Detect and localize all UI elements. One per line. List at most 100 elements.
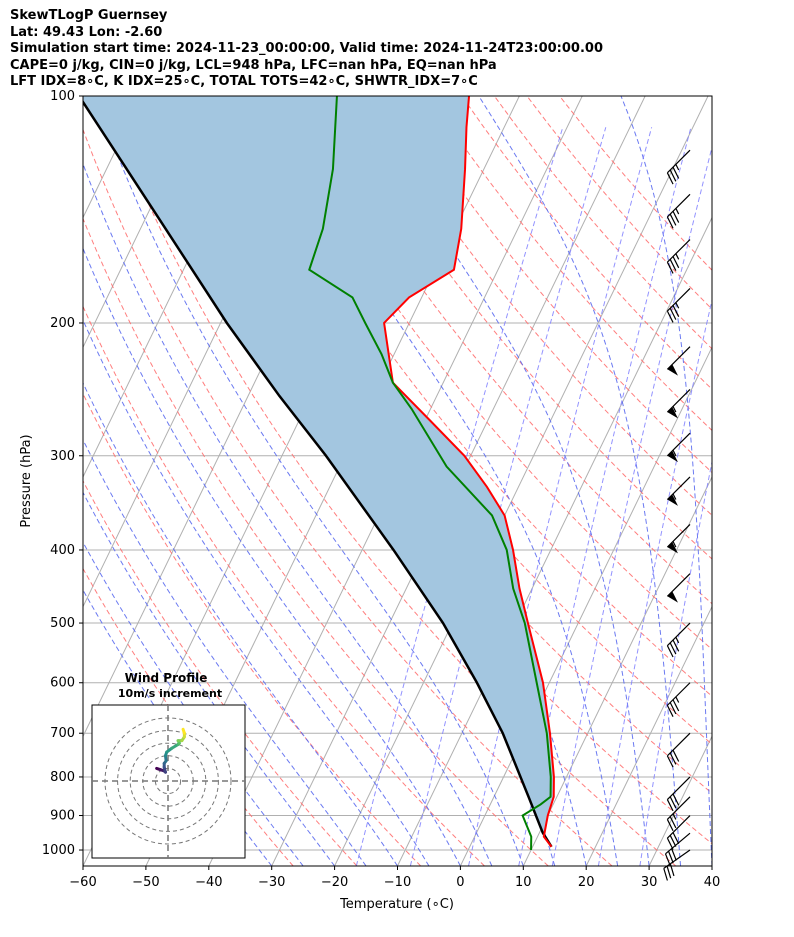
barb-full: [669, 702, 677, 715]
y-tick-label: 600: [50, 676, 75, 691]
hodograph-rings: [92, 705, 245, 858]
wind-barb: [666, 573, 691, 603]
dry-adiabat: [265, 96, 712, 651]
barb-full: [669, 642, 677, 655]
barb-full: [666, 799, 674, 812]
wind-barb: [666, 732, 691, 768]
barb-half: [672, 813, 677, 820]
x-tick-label: −20: [321, 875, 348, 890]
y-tick-label: 400: [50, 543, 75, 558]
dewpoint-profile-line: [308, 96, 552, 851]
y-tick-label: 800: [50, 770, 75, 785]
barb-full: [666, 705, 674, 717]
x-tick-label: −50: [132, 875, 159, 890]
mixing-ratio-line: [409, 127, 607, 866]
barb-full: [669, 835, 677, 847]
isotherm: [711, 864, 712, 866]
barb-full: [669, 169, 677, 182]
barb-full: [672, 305, 680, 318]
barb-full: [672, 699, 680, 712]
isotherm: [83, 96, 206, 349]
wind-barbs: [663, 149, 691, 881]
dry-adiabat: [331, 96, 712, 560]
barb-staff: [666, 796, 691, 820]
barb-full: [672, 166, 680, 179]
barb-full: [666, 819, 674, 832]
dry-adiabat: [526, 96, 712, 310]
barb-full: [672, 639, 680, 652]
barb-staff: [666, 732, 691, 757]
barb-full: [666, 755, 674, 768]
barb-staff: [666, 622, 691, 647]
x-tick-label: 40: [704, 875, 721, 890]
wind-barb: [666, 193, 691, 229]
barb-staff: [666, 682, 691, 706]
barb-half: [675, 164, 680, 171]
x-tick-label: −30: [258, 875, 285, 890]
y-axis-label: Pressure (hPa): [19, 434, 34, 527]
mixing-ratio-line: [518, 127, 692, 866]
barb-full: [664, 853, 671, 866]
barb-full: [672, 749, 680, 762]
barb-staff: [666, 524, 691, 548]
barb-flag: [667, 542, 678, 554]
barb-half: [672, 493, 677, 500]
wind-barb: [666, 796, 691, 832]
barb-full: [672, 210, 680, 223]
barb-flag: [667, 494, 678, 506]
barb-full: [666, 310, 674, 323]
moist-adiabat: [83, 247, 461, 866]
wind-barb: [664, 832, 691, 866]
wind-barb: [666, 346, 691, 376]
barb-full: [669, 796, 677, 809]
barb-staff: [663, 849, 691, 869]
barb-half: [672, 406, 677, 413]
barb-full: [669, 816, 677, 829]
chart-header: SkewTLogP Guernsey Lat: 49.43 Lon: -2.60…: [10, 8, 603, 91]
wind-barb: [666, 432, 691, 463]
dry-adiabat: [83, 392, 422, 866]
barb-half: [672, 541, 677, 548]
hodograph-ring: [117, 730, 219, 832]
x-tick-label: 20: [578, 875, 595, 890]
x-tick-label: −10: [384, 875, 411, 890]
barb-half: [675, 208, 680, 215]
wind-barb: [663, 849, 691, 881]
x-tick-label: 10: [515, 875, 532, 890]
dry-adiabat: [396, 96, 712, 474]
dry-adiabat: [363, 96, 712, 516]
dry-adiabat: [298, 96, 712, 605]
barb-staff: [666, 776, 691, 801]
profiles: [83, 96, 555, 851]
wind-barb: [666, 682, 691, 717]
barb-staff: [666, 476, 691, 500]
barb-staff: [666, 389, 691, 413]
wind-barb: [666, 476, 691, 506]
barb-full: [669, 213, 677, 226]
dry-adiabat: [428, 96, 712, 432]
barb-half: [675, 302, 680, 309]
barb-full: [669, 259, 677, 271]
temperature-profile-line: [383, 96, 555, 848]
y-tick-label: 1000: [42, 843, 75, 858]
parcel-profile-line: [83, 99, 553, 848]
barb-staff: [665, 832, 691, 855]
barb-full: [671, 848, 677, 861]
hodograph-inset: Wind Profile 10m/s increment: [91, 671, 246, 859]
wind-barb: [666, 288, 691, 323]
wind-barb: [666, 622, 691, 658]
barb-full: [669, 752, 677, 765]
isotherm: [0, 96, 79, 866]
wind-barb: [666, 149, 691, 185]
isotherm: [775, 96, 794, 866]
barb-full: [666, 216, 674, 229]
mixing-ratio-line: [551, 145, 712, 866]
moist-adiabat: [83, 381, 398, 866]
mixing-ratio-line: [597, 297, 712, 866]
moist-adiabat: [83, 162, 493, 866]
hodograph-segment: [181, 727, 186, 735]
barb-full: [666, 261, 674, 274]
y-tick-label: 900: [50, 809, 75, 824]
barb-staff: [666, 239, 691, 263]
